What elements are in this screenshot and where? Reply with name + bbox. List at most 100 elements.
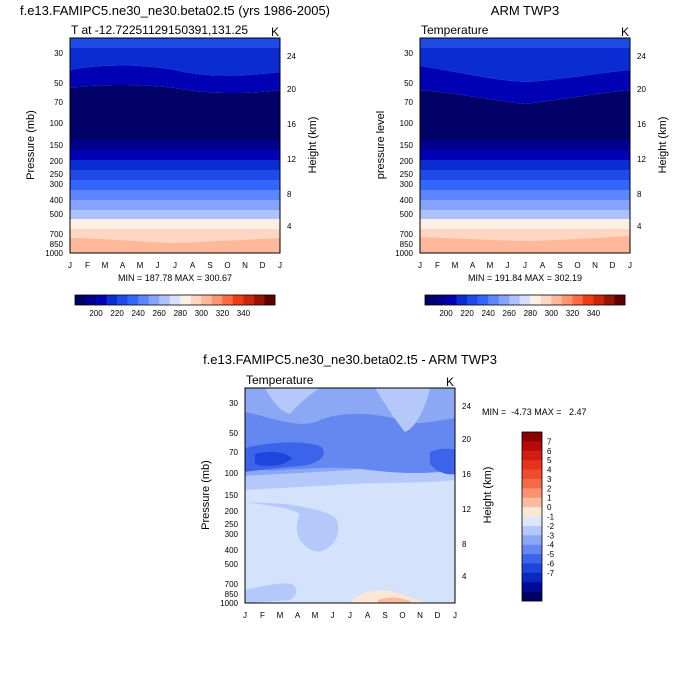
x-tick-label: A: [120, 261, 126, 270]
colorbar-frame: [424, 294, 626, 306]
plot-field: [245, 388, 455, 603]
y-tick-label: 50: [404, 79, 413, 88]
height-tick-label: 16: [637, 120, 646, 129]
x-tick-label: M: [452, 261, 459, 270]
colorbar-tick-label: 6: [547, 447, 552, 456]
x-tick-label: J: [278, 261, 282, 270]
x-tick-label: J: [523, 261, 527, 270]
x-tick-label: S: [207, 261, 212, 270]
y-tick-label: 1000: [220, 599, 238, 608]
chart-title: ARM TWP3: [491, 3, 559, 18]
x-tick-label: J: [418, 261, 422, 270]
y-tick-label: 50: [54, 79, 63, 88]
band-7: [70, 160, 280, 170]
y-tick-label: 400: [400, 196, 414, 205]
band-11: [70, 200, 280, 210]
band-7: [420, 160, 630, 170]
y-tick-label: 850: [225, 590, 239, 599]
min-max-stats: MIN = 191.84 MAX = 302.19: [468, 273, 582, 283]
y-axis-label-right: Height (km): [657, 117, 669, 174]
y-tick-label: 30: [54, 49, 63, 58]
colorbar-swatch: [522, 450, 542, 461]
band-4: [70, 85, 280, 140]
y-tick-label: 150: [400, 141, 414, 150]
colorbar-swatch: [522, 582, 542, 592]
y-tick-label: 700: [225, 580, 239, 589]
colorbar-swatch: [519, 295, 531, 305]
colorbar-swatch: [593, 295, 605, 305]
chart-subtitle-left: T at -12.72251129150391,131.25: [71, 23, 248, 37]
colorbar-tick-label: 3: [547, 475, 552, 484]
x-tick-label: J: [628, 261, 632, 270]
colorbar-swatch: [211, 295, 223, 305]
colorbar-tick-label: 320: [566, 309, 580, 318]
y-ticks: 30 50 70 100 150 200 250 300 400 500 700…: [395, 49, 413, 258]
x-tick-label: J: [506, 261, 510, 270]
band-1: [420, 38, 630, 48]
x-tick-label: A: [540, 261, 546, 270]
y-tick-label: 400: [50, 196, 64, 205]
band-5: [420, 140, 630, 150]
colorbar-swatch: [456, 295, 468, 305]
x-tick-label: D: [610, 261, 616, 270]
height-tick-label: 12: [287, 155, 296, 164]
band-5: [70, 140, 280, 150]
chart-title: f.e13.FAMIPC5.ne30_ne30.beta02.t5 (yrs 1…: [20, 3, 330, 18]
y-axis-label-right: Height (km): [482, 467, 494, 524]
colorbar-swatch: [522, 488, 542, 499]
colorbar-swatch: [190, 295, 202, 305]
colorbar-tick-label: 280: [174, 309, 188, 318]
band-1: [70, 38, 280, 48]
chart-subtitle-left: Temperature: [246, 373, 314, 387]
x-tick-label: A: [365, 611, 371, 620]
y-tick-label: 300: [400, 180, 414, 189]
band-13: [70, 219, 280, 229]
chart-subtitle-right: K: [271, 25, 279, 39]
colorbar-swatch: [127, 295, 139, 305]
y-ticks-right: 24 20 16 12 8 4: [287, 52, 296, 231]
colorbar-swatch: [264, 295, 276, 305]
colorbar-tick-label: -1: [547, 513, 555, 522]
y-axis-label: pressure level: [375, 111, 387, 179]
height-tick-label: 8: [462, 540, 467, 549]
colorbar-swatch: [509, 295, 521, 305]
colorbar-tick-label: 220: [110, 309, 124, 318]
y-tick-label: 70: [404, 98, 413, 107]
band-6: [420, 150, 630, 160]
x-tick-label: J: [243, 611, 247, 620]
y-axis-label-right: Height (km): [307, 117, 319, 174]
minus-two-lower-region: [245, 502, 339, 552]
colorbar-tick-label: 220: [460, 309, 474, 318]
colorbar-tick-label: 200: [439, 309, 453, 318]
y-tick-label: 250: [50, 170, 64, 179]
band-13: [420, 219, 630, 229]
band-6: [70, 150, 280, 160]
colorbar-tick-label: 320: [216, 309, 230, 318]
height-tick-label: 12: [462, 505, 471, 514]
band-9: [420, 180, 630, 190]
chart-difference: f.e13.FAMIPC5.ne30_ne30.beta02.t5 - ARM …: [200, 352, 587, 620]
colorbar-swatch: [530, 295, 542, 305]
band-12: [420, 210, 630, 219]
height-tick-label: 4: [637, 222, 642, 231]
colorbar-swatch: [180, 295, 192, 305]
colorbar-swatch: [138, 295, 149, 305]
x-tick-label: O: [574, 261, 580, 270]
x-tick-label: N: [242, 261, 248, 270]
band-8: [70, 170, 280, 180]
colorbar-tick-label: 240: [131, 309, 145, 318]
minus-two-deep-region: [245, 583, 297, 603]
colorbar-tick-label: 200: [89, 309, 103, 318]
x-tick-label: A: [295, 611, 301, 620]
band-15: [70, 238, 280, 253]
colorbar-tick-label: 300: [195, 309, 209, 318]
min-max-stats: MIN = 187.78 MAX = 300.67: [118, 273, 232, 283]
y-tick-label: 150: [225, 491, 239, 500]
plot-field: [70, 38, 280, 253]
colorbar-swatch: [522, 469, 542, 480]
x-tick-label: S: [557, 261, 562, 270]
band-9: [70, 180, 280, 190]
colorbar-swatch: [614, 295, 626, 305]
y-tick-label: 30: [229, 399, 238, 408]
